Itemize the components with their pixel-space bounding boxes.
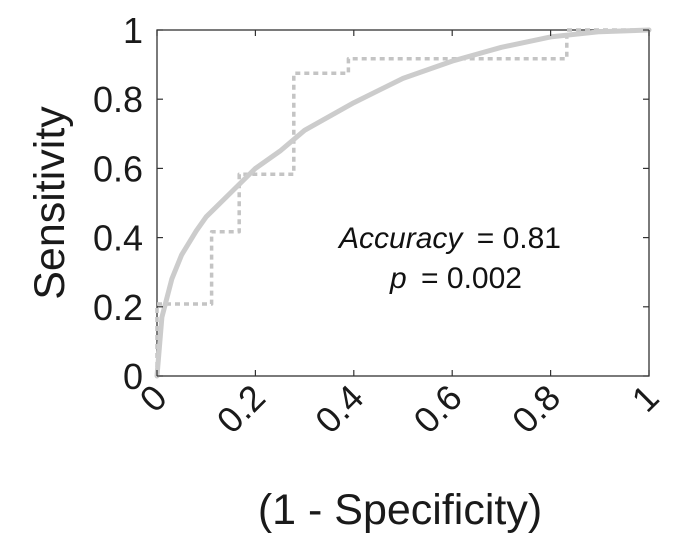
y-tick-label: 0.4 <box>93 218 143 259</box>
plot-area <box>156 29 650 377</box>
p-value-annotation: p = 0.002 <box>389 262 522 295</box>
label-layer: Sensitivity (1 - Specificity) Accuracy =… <box>26 106 561 534</box>
accuracy-label: Accuracy <box>337 222 464 255</box>
fitted-roc-curve <box>154 27 652 379</box>
p-label: p <box>389 262 407 295</box>
plot-frame <box>156 29 650 377</box>
series-layer <box>154 27 652 379</box>
x-tick-label: 0.4 <box>307 377 371 441</box>
empirical-roc-line <box>155 28 649 376</box>
y-tick-label: 1 <box>123 10 143 51</box>
y-tick-label: 0 <box>123 356 143 397</box>
x-tick-label: 1 <box>624 377 667 420</box>
y-tick-label: 0.2 <box>93 287 143 328</box>
p-value: = 0.002 <box>421 262 522 295</box>
y-tick-label: 0.6 <box>93 148 143 189</box>
accuracy-value: = 0.81 <box>477 222 561 255</box>
x-tick-label: 0.8 <box>504 377 568 441</box>
x-axis-title: (1 - Specificity) <box>258 486 542 534</box>
y-tick-label: 0.8 <box>93 79 143 120</box>
accuracy-annotation: Accuracy = 0.81 <box>337 222 561 255</box>
x-tick-label: 0.2 <box>209 377 273 441</box>
x-tick-label: 0.6 <box>405 377 469 441</box>
y-axis-title: Sensitivity <box>26 106 74 300</box>
x-tick-label: 0 <box>132 377 175 420</box>
